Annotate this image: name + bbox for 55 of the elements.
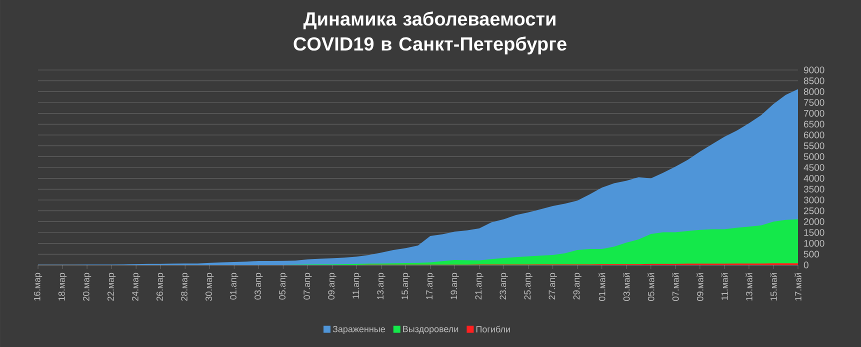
x-tick-label: 05.май bbox=[648, 273, 654, 301]
x-tick-label: 11.апр bbox=[352, 272, 361, 299]
y-tick-label: 4500 bbox=[804, 164, 824, 171]
y-tick-label: 500 bbox=[804, 250, 819, 258]
x-tick-label: 03.апр bbox=[254, 272, 263, 300]
y-tick-label: 4000 bbox=[804, 174, 824, 182]
x-tick-label: 28.мар bbox=[181, 272, 190, 301]
y-tick-label: 7000 bbox=[804, 110, 824, 117]
x-tick-label: 25.апр bbox=[524, 272, 532, 300]
y-tick-label: 5500 bbox=[804, 142, 824, 150]
x-tick-label: 27.апр bbox=[548, 272, 557, 300]
y-tick-label: 6000 bbox=[804, 132, 824, 138]
y-tick-label: 7500 bbox=[804, 99, 824, 106]
legend-label: Погибли bbox=[476, 326, 510, 332]
x-tick-label: 07.май bbox=[672, 273, 679, 301]
x-tick-label: 24.мар bbox=[132, 272, 140, 301]
x-tick-label: 05.апр bbox=[279, 272, 288, 300]
x-tick-label: 01.апр bbox=[230, 272, 238, 300]
y-tick-label: 3500 bbox=[804, 186, 824, 193]
legend-label: Выздоровели bbox=[403, 326, 458, 334]
x-tick-label: 15.апр bbox=[402, 272, 410, 300]
chart-title: Динамика заболеваемости COVID19 в Санкт-Петербурге bbox=[294, 12, 566, 54]
x-tick-label: 22.мар bbox=[107, 272, 116, 301]
y-tick-label: 1000 bbox=[804, 240, 824, 247]
x-tick-label: 30.мар bbox=[206, 272, 214, 301]
x-tick-label: 26.мар bbox=[156, 272, 165, 301]
y-tick-label: 2000 bbox=[804, 218, 824, 226]
x-tick-label: 01.май bbox=[598, 273, 606, 301]
x-tick-label: 19.апр bbox=[450, 272, 459, 300]
y-tick-label: 9000 bbox=[804, 66, 824, 74]
x-tick-label: 17.май bbox=[794, 273, 802, 301]
x-tick-label: 09.май bbox=[696, 273, 704, 301]
y-tick-label: 5000 bbox=[804, 153, 824, 160]
x-tick-label: 23.апр bbox=[500, 272, 508, 300]
x-tick-label: 11.май bbox=[721, 273, 728, 300]
y-tick-label: 2500 bbox=[804, 207, 824, 214]
x-tick-label: 13.май bbox=[746, 273, 752, 301]
x-tick-label: 21.апр bbox=[475, 272, 484, 300]
x-tick-label: 07.апр bbox=[304, 272, 312, 300]
x-tick-label: 09.апр bbox=[328, 272, 336, 300]
x-tick-label: 16.мар bbox=[34, 272, 42, 301]
y-tick-label: 6500 bbox=[804, 120, 824, 128]
y-tick-label: 8000 bbox=[804, 88, 824, 96]
x-tick-label: 17.апр bbox=[426, 272, 434, 300]
x-tick-label: 03.май bbox=[623, 273, 630, 301]
x-tick-label: 29.апр bbox=[573, 272, 582, 300]
y-tick-label: 1500 bbox=[804, 229, 824, 236]
y-tick-label: 8500 bbox=[804, 77, 824, 84]
y-tick-label: 3000 bbox=[804, 196, 824, 204]
x-tick-label: 13.апр bbox=[377, 272, 386, 300]
legend-label: Зараженные bbox=[332, 326, 385, 334]
x-tick-label: 18.мар bbox=[58, 272, 67, 301]
y-tick-label: 0 bbox=[804, 262, 808, 268]
x-tick-label: 20.мар bbox=[82, 272, 92, 301]
x-tick-label: 15.май bbox=[770, 273, 777, 301]
